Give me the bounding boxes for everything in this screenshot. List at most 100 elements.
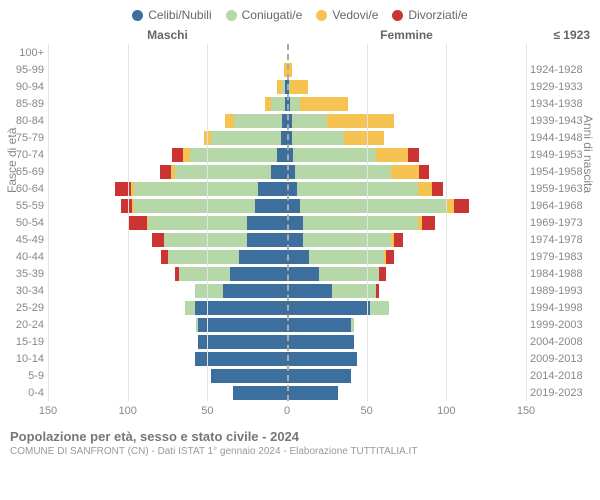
age-label: 5-9	[10, 370, 48, 382]
segment-divorced	[419, 165, 429, 179]
segment-divorced	[422, 216, 435, 230]
bar-area	[48, 180, 526, 197]
bar-area	[48, 95, 526, 112]
male-bar	[48, 182, 287, 196]
bar-area	[48, 299, 526, 316]
female-bar	[287, 46, 526, 60]
male-bar	[48, 46, 287, 60]
age-label: 30-34	[10, 285, 48, 297]
female-bar	[287, 97, 526, 111]
female-bar	[287, 318, 526, 332]
segment-single	[195, 352, 287, 366]
segment-married	[148, 216, 247, 230]
male-bar	[48, 250, 287, 264]
female-bar	[287, 216, 526, 230]
segment-single	[287, 284, 332, 298]
segment-divorced	[386, 250, 394, 264]
x-tick: 50	[201, 405, 213, 417]
bar-area	[48, 316, 526, 333]
female-bar	[287, 284, 526, 298]
column-headers: Maschi Femmine ≤ 1923	[10, 28, 590, 42]
age-row: 40-441979-1983	[10, 248, 590, 265]
female-bar	[287, 165, 526, 179]
segment-divorced	[394, 233, 404, 247]
male-bar	[48, 80, 287, 94]
segment-married	[190, 148, 278, 162]
segment-single	[271, 165, 287, 179]
x-axis: 15010050050100150	[10, 405, 590, 419]
segment-married	[290, 97, 300, 111]
bar-area	[48, 197, 526, 214]
bar-area	[48, 112, 526, 129]
segment-widowed	[376, 148, 408, 162]
bar-area	[48, 78, 526, 95]
segment-married	[295, 165, 391, 179]
segment-married	[292, 131, 345, 145]
age-row: 35-391984-1988	[10, 265, 590, 282]
female-bar	[287, 182, 526, 196]
age-label: 55-59	[10, 200, 48, 212]
legend-swatch	[132, 10, 143, 21]
birth-label: 1984-1988	[526, 268, 590, 280]
age-label: 85-89	[10, 98, 48, 110]
birth-label: 1974-1978	[526, 234, 590, 246]
legend-label: Vedovi/e	[332, 8, 378, 22]
header-birth-first: ≤ 1923	[526, 28, 590, 42]
segment-single	[287, 216, 303, 230]
female-bar	[287, 63, 526, 77]
segment-single	[287, 165, 295, 179]
age-row: 0-42019-2023	[10, 384, 590, 401]
age-label: 50-54	[10, 217, 48, 229]
male-bar	[48, 267, 287, 281]
segment-married	[297, 182, 418, 196]
male-bar	[48, 386, 287, 400]
bar-area	[48, 146, 526, 163]
birth-label: 1969-1973	[526, 217, 590, 229]
segment-married	[179, 267, 230, 281]
age-row: 55-591964-1968	[10, 197, 590, 214]
segment-divorced	[128, 216, 147, 230]
male-bar	[48, 318, 287, 332]
female-bar	[287, 301, 526, 315]
segment-widowed	[290, 80, 308, 94]
birth-label: 1929-1933	[526, 81, 590, 93]
age-row: 20-241999-2003	[10, 316, 590, 333]
bar-area	[48, 282, 526, 299]
segment-single	[287, 386, 338, 400]
male-bar	[48, 352, 287, 366]
bar-area	[48, 265, 526, 282]
age-row: 80-841939-1943	[10, 112, 590, 129]
age-label: 25-29	[10, 302, 48, 314]
age-row: 25-291994-1998	[10, 299, 590, 316]
birth-label: 1999-2003	[526, 319, 590, 331]
bar-area	[48, 367, 526, 384]
bar-area	[48, 163, 526, 180]
male-bar	[48, 233, 287, 247]
segment-divorced	[152, 233, 165, 247]
age-row: 95-991924-1928	[10, 61, 590, 78]
female-bar	[287, 386, 526, 400]
segment-married	[303, 216, 418, 230]
female-bar	[287, 233, 526, 247]
segment-widowed	[225, 114, 235, 128]
segment-married	[293, 148, 376, 162]
male-bar	[48, 114, 287, 128]
segment-married	[370, 301, 389, 315]
y-axis-title-left: Fasce di età	[5, 127, 19, 192]
segment-single	[277, 148, 287, 162]
male-bar	[48, 165, 287, 179]
segment-widowed	[327, 114, 394, 128]
segment-married	[319, 267, 380, 281]
x-tick: 0	[284, 405, 290, 417]
birth-label: 2009-2013	[526, 353, 590, 365]
segment-single	[287, 233, 303, 247]
segment-married	[332, 284, 377, 298]
bar-area	[48, 231, 526, 248]
segment-single	[287, 335, 354, 349]
segment-divorced	[160, 165, 171, 179]
chart-rows: Fasce di età Anni di nascita 100+95-9919…	[10, 44, 590, 401]
legend-item: Celibi/Nubili	[132, 8, 211, 22]
chart-title: Popolazione per età, sesso e stato civil…	[10, 429, 590, 444]
segment-single	[247, 233, 287, 247]
bar-area	[48, 333, 526, 350]
